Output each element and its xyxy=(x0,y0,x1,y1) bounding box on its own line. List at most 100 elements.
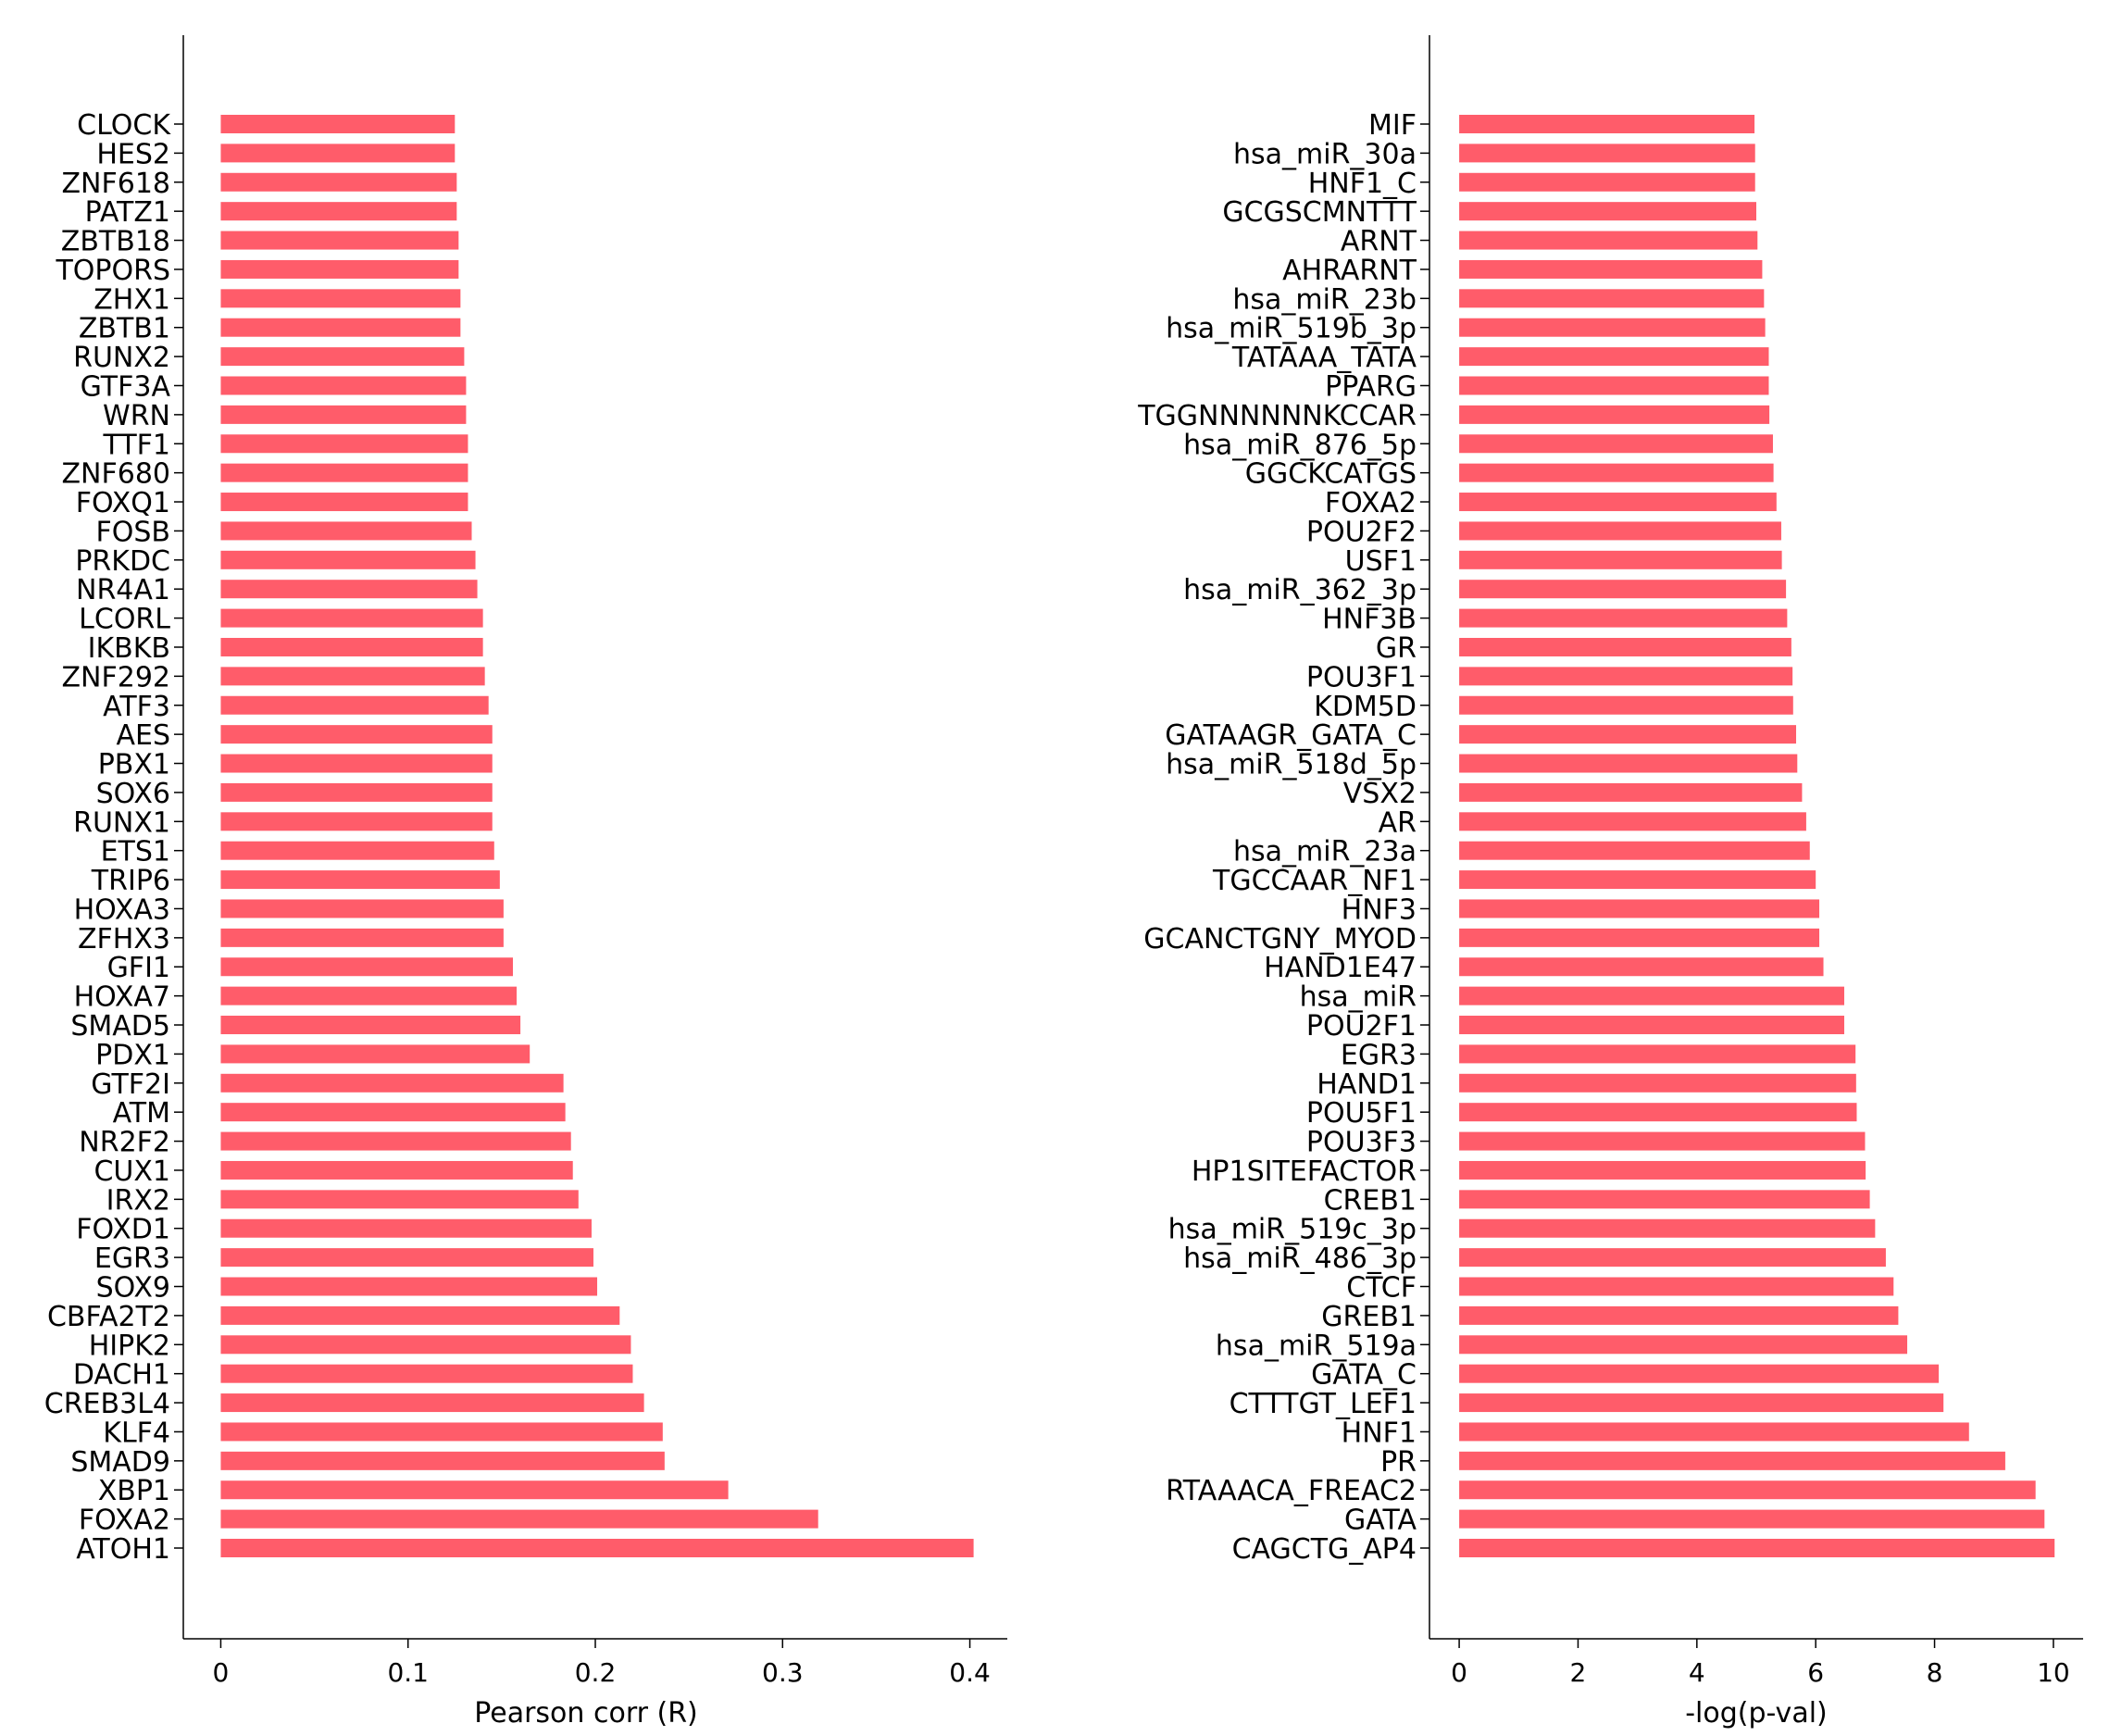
bar xyxy=(1459,318,1766,337)
category-label: FOXA2 xyxy=(1325,487,1417,519)
bar xyxy=(1459,115,1755,133)
bar xyxy=(220,1335,631,1355)
category-label: AHRARNT xyxy=(1282,255,1417,287)
category-label: RUNX2 xyxy=(73,342,170,374)
bar xyxy=(1459,695,1793,715)
bar xyxy=(220,1248,593,1268)
bar xyxy=(220,1364,633,1383)
bar xyxy=(1459,376,1769,395)
category-label: hsa_miR xyxy=(1300,981,1417,1014)
bar xyxy=(1459,1422,1969,1442)
category-label: TTF1 xyxy=(103,429,170,461)
category-label: hsa_miR_876_5p xyxy=(1183,429,1417,461)
category-label: ZHX1 xyxy=(94,283,170,316)
category-label: POU3F1 xyxy=(1306,661,1417,693)
bar xyxy=(220,405,467,424)
category-label: POU2F2 xyxy=(1306,516,1417,548)
bar xyxy=(1459,1451,2005,1470)
category-label: SMAD9 xyxy=(70,1446,170,1479)
category-label: ZNF680 xyxy=(61,458,170,491)
bar xyxy=(1459,957,1824,977)
bar xyxy=(220,1509,818,1529)
category-label: hsa_miR_23a xyxy=(1233,836,1417,868)
category-label: SOX6 xyxy=(96,778,170,810)
bar xyxy=(220,1277,598,1296)
bar xyxy=(220,870,500,890)
bar xyxy=(1459,434,1773,454)
bar xyxy=(220,550,476,569)
bar xyxy=(220,1539,974,1557)
bar xyxy=(1459,870,1816,890)
bar xyxy=(220,782,493,802)
category-label: PRKDC xyxy=(75,545,170,578)
x-tick-label: 10 xyxy=(2037,1657,2070,1688)
x-tick-label: 0.1 xyxy=(387,1657,429,1688)
category-label: GREB1 xyxy=(1321,1301,1417,1333)
category-label: HNF3 xyxy=(1342,893,1417,926)
category-label: CUX1 xyxy=(94,1155,170,1188)
bar xyxy=(220,172,457,192)
category-label: LCORL xyxy=(79,604,170,636)
x-tick-label: 4 xyxy=(1689,1657,1705,1688)
category-label: GFI1 xyxy=(107,952,170,984)
bar xyxy=(220,1016,521,1035)
category-label: HAND1 xyxy=(1317,1068,1417,1101)
category-label: MIF xyxy=(1368,109,1417,142)
category-label: ETS1 xyxy=(101,836,170,868)
bar xyxy=(1459,1393,1944,1413)
bar xyxy=(1459,1073,1856,1093)
bar xyxy=(220,841,494,860)
x-tick-label: 0.3 xyxy=(762,1657,804,1688)
x-tick-label: 6 xyxy=(1807,1657,1824,1688)
category-label: GATA_C xyxy=(1311,1359,1417,1392)
bar xyxy=(220,1044,530,1064)
bar xyxy=(1459,1509,2045,1529)
bar xyxy=(1459,1364,1940,1383)
bar xyxy=(220,1451,665,1470)
bar xyxy=(220,434,468,454)
bar xyxy=(220,957,514,977)
category-label: hsa_miR_519a xyxy=(1216,1330,1417,1362)
bar xyxy=(1459,1480,2036,1500)
bar xyxy=(1459,1277,1894,1296)
bar xyxy=(1459,144,1755,163)
bar xyxy=(220,608,483,628)
bar xyxy=(220,463,468,482)
category-label: KLF4 xyxy=(103,1417,170,1449)
bar xyxy=(220,928,504,947)
category-label: CREB3L4 xyxy=(44,1388,170,1420)
category-label: CBFA2T2 xyxy=(47,1301,170,1333)
category-label: VSX2 xyxy=(1343,778,1417,810)
category-label: CAGCTG_AP4 xyxy=(1232,1533,1417,1566)
bar xyxy=(220,202,457,221)
x-axis-label: Pearson corr (R) xyxy=(474,1697,698,1730)
category-label: SMAD5 xyxy=(70,1010,170,1043)
category-label: HP1SITEFACTOR xyxy=(1192,1155,1417,1188)
category-label: PPARG xyxy=(1325,370,1417,403)
bar xyxy=(1459,899,1820,918)
category-label: ARNT xyxy=(1341,226,1417,258)
category-label: CTTTGT_LEF1 xyxy=(1230,1388,1417,1420)
category-label: EGR3 xyxy=(1341,1039,1417,1071)
category-label: TATAAA_TATA xyxy=(1231,342,1417,374)
category-label: FOXA2 xyxy=(79,1505,170,1537)
category-label: HOXA3 xyxy=(74,893,170,926)
bar xyxy=(220,1393,644,1413)
category-label: hsa_miR_519c_3p xyxy=(1168,1214,1417,1246)
bar xyxy=(220,667,485,686)
bar xyxy=(220,1305,620,1325)
bar xyxy=(1459,259,1763,279)
category-label: ATOH1 xyxy=(76,1533,170,1566)
category-label: RTAAACA_FREAC2 xyxy=(1166,1475,1417,1507)
category-label: KDM5D xyxy=(1314,691,1417,723)
x-tick-label: 0 xyxy=(1451,1657,1467,1688)
bar xyxy=(1459,782,1803,802)
bar xyxy=(220,754,493,773)
category-label: SOX9 xyxy=(96,1272,170,1305)
bar xyxy=(220,347,465,367)
category-label: CLOCK xyxy=(77,109,171,142)
category-label: RUNX1 xyxy=(73,806,170,839)
bar xyxy=(220,1190,579,1209)
category-label: TGCCAAR_NF1 xyxy=(1212,865,1417,897)
bar xyxy=(1459,580,1787,599)
